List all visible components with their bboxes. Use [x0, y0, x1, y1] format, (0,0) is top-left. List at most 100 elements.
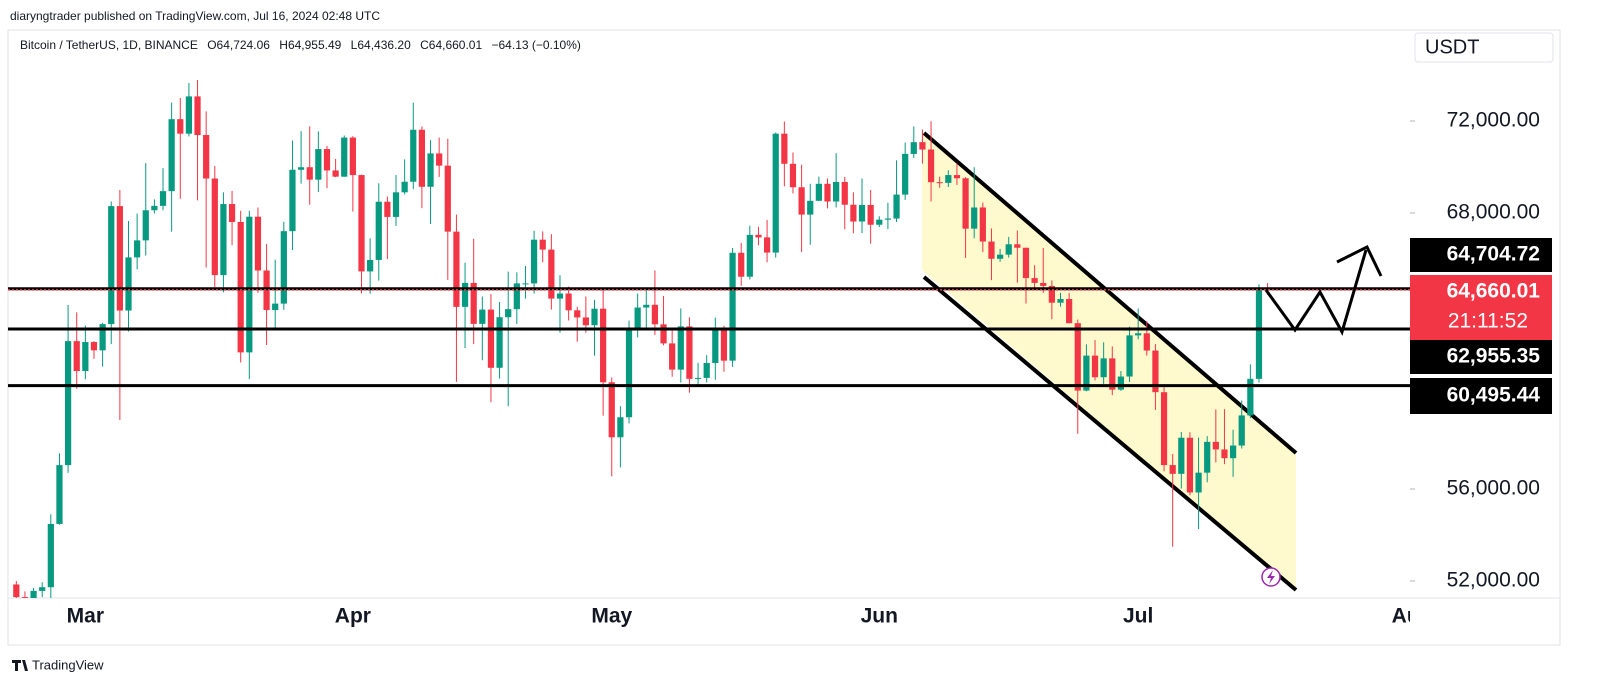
x-tick-label: Apr: [335, 605, 371, 628]
ohlc-value: 64,724.06: [217, 38, 271, 52]
candle-body: [134, 240, 141, 258]
candle-body: [332, 170, 339, 177]
currency-button[interactable]: [1414, 32, 1554, 63]
candle-body: [306, 167, 313, 180]
candle-body: [116, 206, 123, 311]
levels: [8, 287, 1410, 388]
candle-body: [1109, 358, 1116, 390]
candle-body: [56, 465, 63, 524]
candle-body: [1143, 333, 1150, 351]
brand: TradingView: [12, 657, 104, 672]
candle-body: [254, 216, 262, 271]
candle-body: [90, 342, 98, 351]
candle-body: [867, 204, 874, 225]
candle-body: [401, 181, 408, 193]
last-price-label: 64,660.01: [1447, 280, 1541, 303]
x-tick-label: Jul: [1123, 605, 1153, 628]
candle-body: [919, 142, 926, 150]
channel-fill: [922, 132, 1296, 590]
symbol-legend: Bitcoin / TetherUS, 1D, BINANCE O64,724.…: [20, 38, 581, 52]
candle-body: [807, 200, 814, 215]
candle-body: [177, 119, 184, 134]
candle-body: [427, 153, 434, 187]
candle-body: [289, 169, 296, 232]
price-label: 60,495.44: [1447, 384, 1541, 407]
candle-body: [1229, 445, 1237, 459]
candle-body: [323, 149, 331, 171]
candle-body: [781, 133, 788, 164]
candle-body: [142, 210, 149, 241]
price-label: 64,704.72: [1447, 243, 1540, 266]
ohlc-key: H: [279, 38, 288, 52]
candle-body: [1040, 282, 1047, 286]
candle-body: [1221, 449, 1228, 459]
candle-body: [729, 252, 736, 361]
candle-body: [763, 237, 771, 253]
time-axis: Mar Apr May Jun Jul Au: [67, 605, 1420, 628]
channel-upper: [922, 131, 1298, 455]
candle-body: [315, 149, 322, 180]
candle-body: [1212, 441, 1219, 450]
candle-body: [548, 249, 555, 299]
candle-body: [375, 201, 382, 260]
candle-body: [962, 178, 969, 229]
candle-body: [203, 135, 210, 179]
candle-body: [1083, 355, 1090, 391]
candle-body: [703, 362, 710, 378]
candle-body: [30, 590, 37, 598]
candle-body: [1091, 355, 1099, 378]
countdown: 21:11:52: [1448, 310, 1528, 333]
price-label-box: [1410, 238, 1552, 272]
candle-body: [159, 191, 167, 206]
candle-body: [1169, 465, 1176, 474]
candle-body: [798, 187, 805, 215]
candle-body: [815, 183, 822, 201]
x-tick-label: May: [591, 605, 632, 628]
candle-body: [556, 293, 564, 299]
candle-body: [125, 257, 132, 311]
candle-body: [1048, 285, 1055, 303]
projection-path: [1264, 249, 1368, 336]
change: −64.13 (−0.10%): [492, 38, 581, 52]
currency[interactable]: USDT: [1425, 36, 1479, 58]
candle-body: [513, 283, 520, 310]
candle-body: [625, 330, 633, 418]
candle-body: [237, 221, 244, 353]
y-tick-label: 56,000.00: [1447, 477, 1540, 500]
ohlc-value: 64,660.01: [429, 38, 483, 52]
candle-body: [108, 206, 115, 325]
ohlc-key: O: [207, 38, 216, 52]
x-tick-label: Au: [1392, 605, 1420, 628]
candle-body: [565, 293, 572, 311]
candle-body: [349, 137, 356, 176]
candle-body: [1247, 378, 1254, 416]
candle-body: [669, 343, 676, 370]
price-label: 62,955.35: [1447, 345, 1541, 368]
price-label-box: [1410, 275, 1552, 341]
candle-body: [582, 317, 589, 326]
candle-body: [617, 417, 624, 438]
candle-body: [47, 523, 54, 588]
candle-body: [1022, 247, 1030, 279]
chart-frame: [7, 29, 1561, 646]
brand-name: TradingView: [32, 657, 104, 672]
candle-body: [82, 342, 89, 372]
candle-body: [927, 149, 935, 183]
candle-body: [194, 96, 201, 136]
candle-body: [884, 218, 892, 220]
candle-body: [712, 329, 719, 363]
candle-body: [272, 303, 279, 311]
candle-body: [246, 216, 253, 353]
candle-body: [738, 252, 745, 277]
candle-body: [470, 282, 477, 324]
candle-body: [168, 119, 175, 192]
x-tick-label: Jun: [861, 605, 898, 628]
candle-body: [1135, 333, 1142, 336]
candle-body: [1126, 335, 1133, 377]
candle-body: [858, 204, 866, 222]
ohlc-value: 64,436.20: [357, 38, 411, 52]
published-note: diaryngtrader published on TradingView.c…: [10, 9, 380, 23]
candle-body: [280, 231, 287, 304]
candle-body: [1066, 299, 1073, 324]
